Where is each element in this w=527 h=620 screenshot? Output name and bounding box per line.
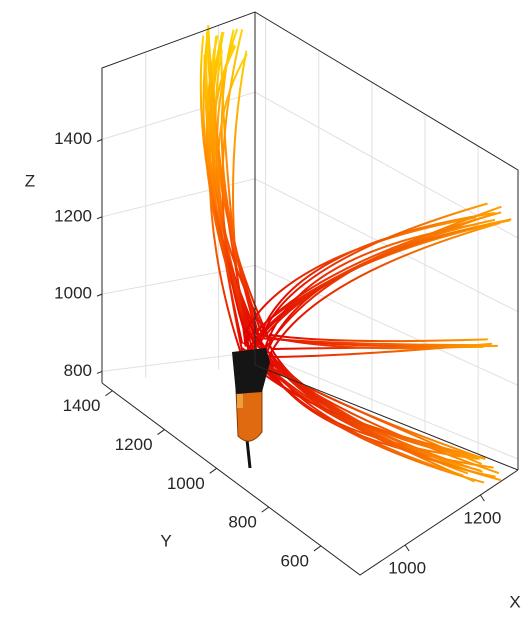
z-tick (96, 370, 103, 374)
grid-line (101, 91, 519, 239)
y-tick-label: 1000 (167, 474, 205, 493)
y-tick (209, 467, 217, 474)
streamline (251, 331, 490, 350)
z-tick-label: 1000 (54, 284, 92, 303)
y-tick (157, 429, 165, 435)
streamline (268, 333, 488, 343)
streamline (251, 338, 469, 475)
grid-line (101, 264, 519, 386)
y-tick-label: 600 (281, 551, 309, 570)
streamlines (199, 24, 512, 484)
streamline (242, 205, 502, 345)
tool (232, 348, 270, 469)
z-tick (96, 293, 103, 297)
y-tick (105, 390, 113, 397)
streamline (211, 45, 270, 341)
z-axis-label: Z (25, 171, 35, 190)
streamline (259, 211, 495, 335)
y-tick (261, 506, 270, 513)
y-tick-label: 800 (228, 513, 256, 532)
box-edge (254, 364, 519, 471)
streamline (258, 362, 486, 460)
x-tick (404, 544, 410, 552)
z-tick (96, 216, 103, 220)
x-tick-label: 1200 (463, 508, 501, 527)
box-edge (101, 382, 519, 576)
z-tick-label: 800 (64, 361, 92, 380)
streamline (258, 338, 480, 460)
streamline (207, 24, 250, 342)
z-tick-label: 1200 (54, 206, 92, 225)
streamline (243, 216, 477, 334)
streamline (221, 29, 246, 333)
y-tick-label: 1400 (63, 396, 101, 415)
x-tick-label: 1000 (388, 558, 426, 577)
z-tick (96, 139, 103, 142)
y-tick-label: 1200 (115, 435, 153, 454)
streamline (261, 202, 488, 338)
z-tick-label: 1400 (54, 129, 92, 148)
grid (101, 18, 519, 460)
x-tick (479, 494, 485, 502)
streamline (263, 362, 478, 460)
streamline (251, 364, 483, 459)
streamline (244, 335, 489, 347)
streamline (203, 54, 244, 344)
streamline (264, 221, 501, 364)
x-axis-label: X (509, 592, 520, 611)
axes-box (101, 11, 519, 576)
y-axis-label: Y (160, 531, 171, 550)
y-tick (313, 545, 322, 552)
